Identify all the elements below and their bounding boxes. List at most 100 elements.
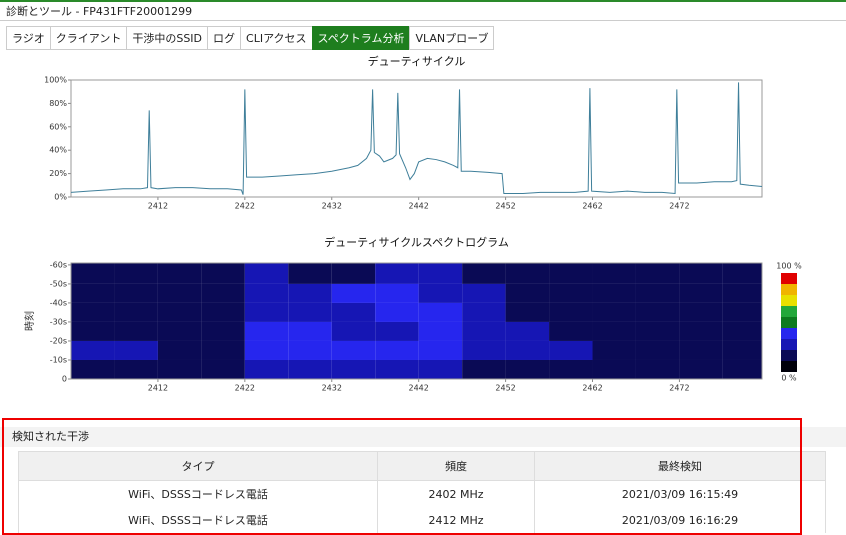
heat-cell — [114, 263, 158, 284]
column-header: 最終検知 — [534, 451, 826, 481]
colorbar-swatch — [781, 361, 797, 372]
plot-frame — [70, 262, 763, 380]
heat-cell — [722, 359, 762, 379]
tab[interactable]: ログ — [207, 26, 242, 50]
heat-cell — [592, 302, 636, 322]
heat-cell — [71, 302, 115, 322]
y-tick-label: 0 — [62, 375, 67, 384]
y-tick-label: 40% — [49, 146, 67, 155]
heat-cell — [244, 263, 289, 284]
heat-cell — [157, 340, 202, 360]
heat-cell — [375, 283, 419, 303]
heat-cell — [722, 283, 762, 303]
heat-cell — [549, 263, 593, 284]
heat-cell — [722, 302, 762, 322]
heat-cell — [71, 263, 115, 284]
y-tick-label: -20s — [50, 336, 67, 345]
heat-cell — [635, 340, 680, 360]
heat-cell — [157, 263, 202, 284]
section-title: 検知された干渉 — [0, 427, 846, 447]
cell: 2402 MHz — [377, 480, 535, 507]
heat-cell — [635, 302, 680, 322]
cell: 2021/03/09 16:15:49 — [534, 480, 826, 507]
colorbar-label: 100 % — [776, 262, 802, 271]
heat-cell — [462, 321, 506, 341]
x-tick-label: 2422 — [235, 384, 255, 393]
heat-cell — [418, 321, 463, 341]
y-tick-label: -30s — [50, 317, 67, 326]
heat-cell — [71, 321, 115, 341]
column-header: 頻度 — [377, 451, 535, 481]
tab-bar: ラジオ クライアント 干渉中のSSID ログ CLIアクセス スペクトラム分析 … — [6, 26, 495, 50]
tab[interactable]: VLANプローブ — [409, 26, 495, 50]
cell: 2412 MHz — [377, 507, 535, 533]
tab[interactable]: ラジオ — [6, 26, 51, 50]
x-tick-label: 2442 — [408, 384, 428, 393]
x-tick-label: 2472 — [669, 202, 689, 211]
header-title: 診断とツール - FP431FTF20001299 — [0, 0, 846, 21]
heat-cell — [288, 321, 332, 341]
heat-cell — [592, 359, 636, 379]
colorbar-label: 0 % — [781, 374, 797, 383]
heat-cell — [462, 263, 506, 284]
heat-cell — [114, 359, 158, 379]
heat-cell — [505, 302, 550, 322]
heat-cell — [288, 283, 332, 303]
heat-cell — [375, 263, 419, 284]
heat-cell — [375, 302, 419, 322]
y-tick-label: -50s — [50, 279, 67, 288]
colorbar-swatch — [781, 306, 797, 317]
heat-cell — [679, 340, 723, 360]
heat-cell — [71, 283, 115, 303]
heat-cell — [722, 321, 762, 341]
cell: 2021/03/09 16:16:29 — [534, 507, 826, 533]
heat-cell — [288, 359, 332, 379]
tab[interactable]: CLIアクセス — [240, 26, 313, 50]
y-tick-label: 20% — [49, 169, 67, 178]
heat-cell — [331, 263, 376, 284]
heat-cell — [592, 321, 636, 341]
x-tick-label: 2462 — [582, 384, 602, 393]
heat-cell — [549, 302, 593, 322]
chart-title: デューティサイクル — [368, 54, 466, 68]
heat-cell — [244, 340, 289, 360]
heat-cell — [549, 340, 593, 360]
tab[interactable]: スペクトラム分析 — [311, 26, 411, 50]
tab[interactable]: 干渉中のSSID — [126, 26, 209, 50]
interference-table: タイプ 頻度 最終検知 WiFi、DSSSコードレス電話 2402 MHz 2021/0… — [18, 451, 826, 533]
heat-cell — [679, 283, 723, 303]
heat-cell — [549, 359, 593, 379]
colorbar-swatch — [781, 317, 797, 328]
y-tick-label: -40s — [50, 298, 67, 307]
colorbar-swatch — [781, 273, 797, 284]
heat-cell — [375, 359, 419, 379]
x-tick-label: 2422 — [235, 202, 255, 211]
heat-cell — [679, 321, 723, 341]
x-tick-label: 2452 — [495, 202, 515, 211]
heat-cell — [201, 302, 245, 322]
heat-cell — [157, 283, 202, 303]
y-tick-label: -60s — [50, 260, 67, 269]
heat-cell — [157, 302, 202, 322]
heat-cell — [679, 302, 723, 322]
heat-cell — [592, 263, 636, 284]
heat-cell — [201, 321, 245, 341]
colorbar-swatch — [781, 339, 797, 350]
y-tick-label: 0% — [54, 193, 67, 202]
heat-cell — [418, 263, 463, 284]
heat-cell — [331, 359, 376, 379]
tab[interactable]: クライアント — [49, 26, 128, 50]
y-tick-label: 100% — [44, 76, 67, 85]
heat-cell — [244, 359, 289, 379]
y-tick-label: 80% — [49, 99, 67, 108]
heat-cell — [244, 283, 289, 303]
heat-cell — [592, 340, 636, 360]
heat-cell — [418, 302, 463, 322]
heat-cell — [462, 302, 506, 322]
heat-cell — [331, 340, 376, 360]
heat-cell — [331, 302, 376, 322]
colorbar-swatch — [781, 350, 797, 361]
heat-cell — [375, 340, 419, 360]
column-header: タイプ — [18, 451, 378, 481]
heat-cell — [505, 321, 550, 341]
